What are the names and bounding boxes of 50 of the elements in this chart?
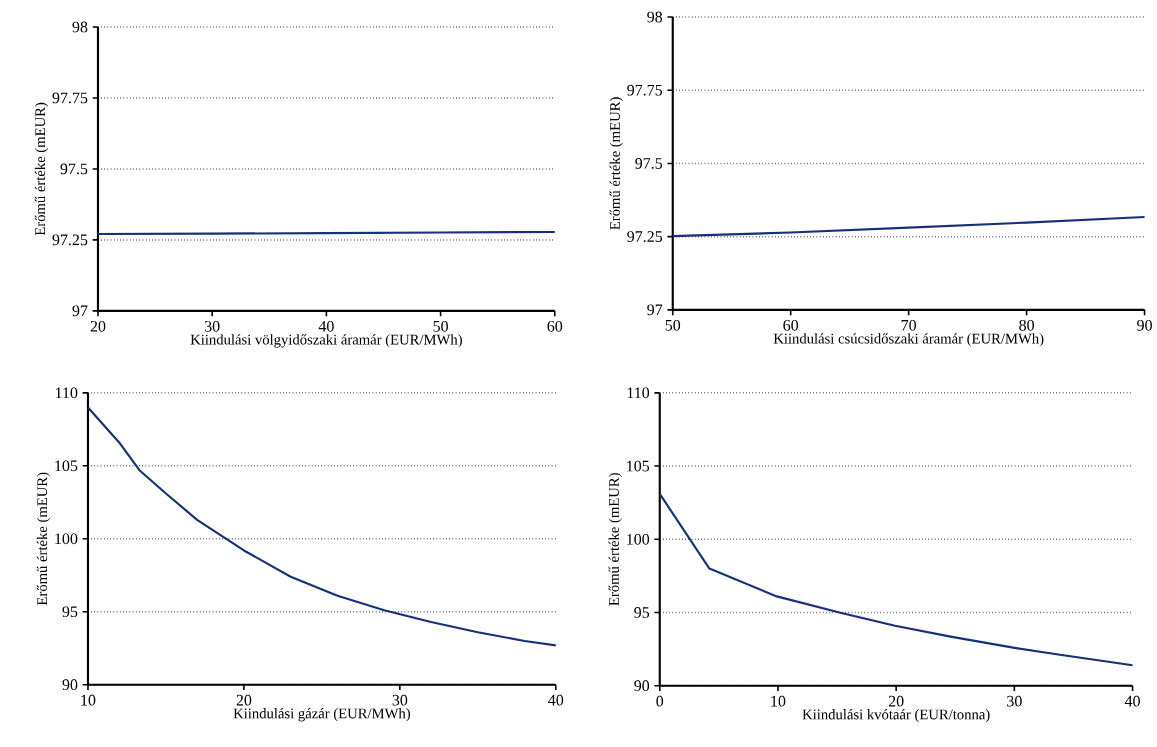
x-tick-label: 20	[90, 321, 106, 332]
y-tick-label: 97	[647, 304, 663, 316]
line-series	[671, 216, 1146, 238]
y-tick-label: 110	[627, 387, 650, 399]
line-series	[658, 492, 1134, 667]
x-tick-label: 60	[547, 321, 563, 332]
y-axis-title: Erőmű értéke (mEUR)	[34, 102, 49, 236]
y-axis-title: Erőmű értéke (mEUR)	[36, 472, 51, 606]
y-tick-label: 97.5	[60, 163, 88, 175]
y-tick-label: 98	[72, 21, 88, 33]
y-tick-label: 90	[62, 679, 78, 691]
x-tick-label: 20	[888, 695, 904, 707]
x-tick-label: 20	[236, 694, 252, 706]
x-tick-label: 90	[1137, 320, 1152, 331]
y-tick-label: 110	[55, 387, 78, 399]
x-tick-label: 30	[392, 694, 408, 706]
x-axis-title: Kiindulási kvótaár (EUR/tonna)	[802, 709, 990, 723]
y-tick-label: 105	[55, 460, 78, 472]
x-tick-label: 10	[81, 694, 96, 706]
x-axis-title: Kiindulási gázár (EUR/MWh)	[233, 708, 411, 722]
y-tick-label: 97.25	[627, 231, 663, 243]
x-tick-label: 60	[783, 320, 799, 331]
x-tick-label: 50	[665, 320, 681, 331]
y-tick-label: 98	[647, 11, 663, 23]
y-tick-label: 97.75	[52, 92, 88, 104]
y-tick-label: 90	[634, 680, 650, 692]
y-tick-label: 100	[55, 533, 78, 545]
y-tick-label: 97	[72, 305, 88, 317]
x-tick-label: 70	[901, 320, 917, 331]
y-tick-label: 95	[62, 606, 78, 618]
x-axis-title: Kiindulási csúcsidőszaki áramár (EUR/MWh)	[773, 333, 1044, 347]
x-tick-label: 40	[318, 321, 334, 332]
y-axis-title: Erőmű értéke (mEUR)	[609, 97, 623, 230]
y-tick-label: 100	[627, 534, 650, 545]
x-tick-label: 40	[548, 694, 564, 706]
x-tick-label: 80	[1019, 320, 1034, 331]
x-tick-label: 30	[1007, 695, 1022, 707]
y-tick-label: 95	[634, 607, 650, 619]
x-tick-label: 0	[656, 695, 664, 707]
y-tick-label: 97.75	[627, 84, 663, 96]
y-tick-label: 97.25	[52, 234, 88, 246]
x-tick-label: 50	[433, 321, 448, 332]
x-axis-title: Kiindulási völgyidőszaki áramár (EUR/MWh)	[190, 334, 462, 348]
x-tick-label: 40	[1124, 695, 1140, 707]
y-tick-label: 97.5	[635, 158, 663, 169]
line-series	[86, 406, 557, 647]
x-tick-label: 30	[204, 321, 220, 332]
y-tick-label: 105	[627, 460, 650, 472]
x-tick-label: 10	[771, 695, 786, 707]
y-axis-title: Erőmű értéke (mEUR)	[608, 473, 622, 606]
